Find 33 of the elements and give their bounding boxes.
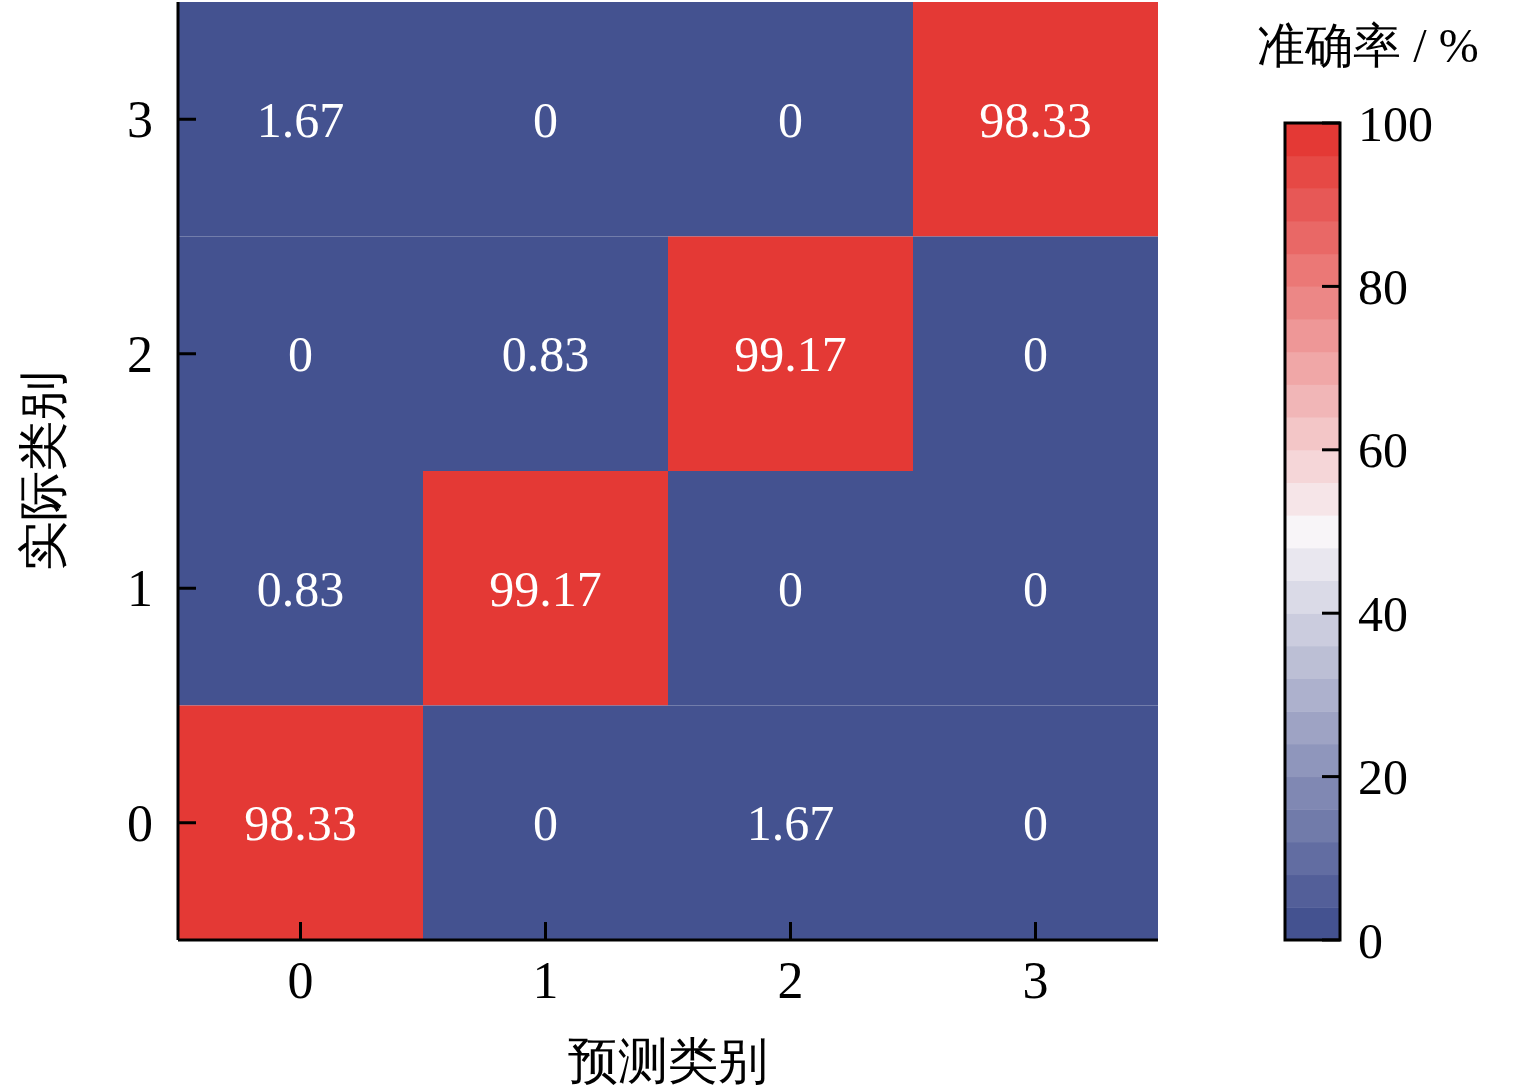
color-bar-label: 20 — [1358, 749, 1408, 806]
data-label: 0 — [1023, 560, 1048, 617]
data-label: 1.67 — [256, 91, 345, 148]
y-tick-label: 1 — [127, 560, 153, 618]
data-label: 99.17 — [734, 326, 847, 383]
data-label: 1.67 — [746, 795, 835, 852]
data-label: 98.33 — [979, 91, 1092, 148]
data-label: 0 — [778, 560, 803, 617]
data-label: 0 — [778, 91, 803, 148]
data-label: 0 — [533, 91, 558, 148]
color-bar-label: 60 — [1358, 422, 1408, 479]
x-tick-label: 0 — [287, 952, 314, 1009]
x-tick-label: 1 — [532, 952, 559, 1009]
x-axis-title: 预测类别 — [568, 1033, 768, 1089]
color-bar-title: 准确率 / % — [1257, 19, 1479, 72]
data-label: 99.17 — [489, 560, 602, 617]
data-label: 0 — [1023, 326, 1048, 383]
y-tick-label: 3 — [127, 91, 153, 149]
data-label: 98.33 — [244, 795, 357, 852]
color-bar-label: 40 — [1358, 585, 1408, 642]
x-tick-label: 3 — [1022, 952, 1049, 1009]
data-label: 0.83 — [501, 326, 590, 383]
data-label: 0 — [533, 795, 558, 852]
y-tick-label: 0 — [127, 794, 153, 852]
data-label: 0 — [1023, 795, 1048, 852]
color-bar-label: 100 — [1358, 95, 1433, 152]
data-label: 0 — [288, 326, 313, 383]
y-axis-title: 实际类别 — [15, 371, 71, 571]
data-label: 0.83 — [256, 560, 345, 617]
y-tick-label: 2 — [127, 325, 153, 383]
x-tick-label: 2 — [777, 952, 804, 1009]
color-bar-label: 80 — [1358, 258, 1408, 315]
color-bar-label: 0 — [1358, 912, 1383, 969]
